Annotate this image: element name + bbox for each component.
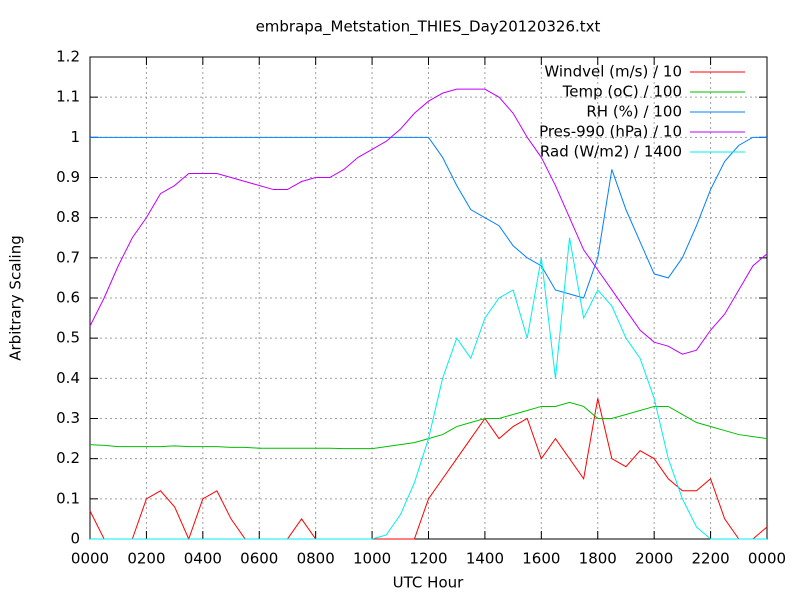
y-tick-label: 0.8 xyxy=(56,208,80,226)
y-tick-label: 1 xyxy=(70,128,80,146)
x-tick-label: 1600 xyxy=(522,550,560,568)
y-tick-label: 0.4 xyxy=(56,369,80,387)
data-line xyxy=(89,401,768,450)
data-line xyxy=(90,136,767,299)
y-axis-label: Arbitrary Scaling xyxy=(7,235,25,361)
y-tick-label: 0.7 xyxy=(56,248,80,266)
x-axis-label: UTC Hour xyxy=(393,574,464,592)
x-tick-label: 1200 xyxy=(409,550,447,568)
chart-title: embrapa_Metstation_THIES_Day20120326.txt xyxy=(256,18,601,37)
x-tick-label: 1400 xyxy=(466,550,504,568)
x-tick-label: 1800 xyxy=(579,550,617,568)
y-tick-label: 0.3 xyxy=(56,409,80,427)
legend-label: Pres-990 (hPa) / 10 xyxy=(539,123,682,141)
x-tick-label: 2200 xyxy=(691,550,729,568)
x-tick-label: 0600 xyxy=(240,550,278,568)
x-tick-label: 0000 xyxy=(71,550,109,568)
x-tick-label: 0200 xyxy=(127,550,165,568)
data-line xyxy=(89,88,768,355)
data-line xyxy=(89,398,768,541)
legend-label: Temp (oC) / 100 xyxy=(562,83,682,101)
y-tick-label: 1.1 xyxy=(56,88,80,106)
y-tick-label: 0.2 xyxy=(56,449,80,467)
x-tick-label: 0000 xyxy=(748,550,786,568)
legend-label: RH (%) / 100 xyxy=(586,103,682,121)
x-tick-label: 0800 xyxy=(297,550,335,568)
data-line xyxy=(90,237,767,540)
legend-label: Rad (W/m2) / 1400 xyxy=(540,143,682,161)
y-tick-label: 0 xyxy=(70,530,80,548)
legend-label: Windvel (m/s) / 10 xyxy=(544,63,682,81)
y-tick-label: 0.1 xyxy=(56,489,80,507)
y-tick-label: 1.2 xyxy=(56,48,80,66)
x-tick-label: 1000 xyxy=(353,550,391,568)
x-tick-label: 0400 xyxy=(184,550,222,568)
x-tick-label: 2000 xyxy=(635,550,673,568)
y-tick-label: 0.6 xyxy=(56,289,80,307)
y-tick-label: 0.9 xyxy=(56,168,80,186)
plot-frame xyxy=(89,56,768,540)
y-tick-label: 0.5 xyxy=(56,329,80,347)
